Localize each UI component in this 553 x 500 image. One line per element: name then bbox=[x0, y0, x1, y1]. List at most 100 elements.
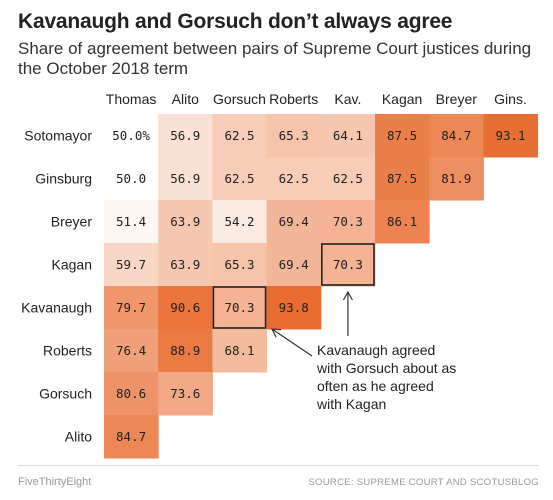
cell-value: 84.7 bbox=[116, 429, 146, 444]
column-label: Thomas bbox=[106, 91, 157, 107]
heatmap-cell bbox=[320, 200, 376, 244]
heatmap-cell bbox=[158, 114, 213, 158]
heatmap-cell bbox=[158, 286, 213, 330]
heatmap-cell bbox=[104, 200, 159, 244]
cell-value: 70.3 bbox=[333, 214, 363, 229]
cell-value: 59.7 bbox=[116, 257, 146, 272]
row-label: Ginsburg bbox=[35, 171, 92, 187]
heatmap-cell bbox=[104, 114, 159, 158]
heatmap-cell bbox=[212, 286, 268, 330]
annotation-line: with Kagan bbox=[316, 396, 386, 412]
row-label: Sotomayor bbox=[24, 128, 92, 144]
column-label: Gorsuch bbox=[213, 91, 266, 107]
column-label: Kav. bbox=[334, 91, 361, 107]
cell-value: 65.3 bbox=[224, 257, 254, 272]
row-label: Roberts bbox=[43, 343, 92, 359]
annotation-arrow-gorsuch-head bbox=[270, 328, 282, 338]
highlight-box bbox=[320, 243, 375, 286]
heatmap-cell bbox=[266, 114, 322, 158]
cell-value: 56.9 bbox=[170, 171, 200, 186]
heatmap-cell bbox=[266, 243, 322, 287]
cell-value: 54.2 bbox=[224, 214, 254, 229]
cell-value: 62.5 bbox=[333, 171, 363, 186]
cell-value: 63.9 bbox=[170, 257, 200, 272]
heatmap-cell bbox=[104, 243, 159, 287]
heatmap-cell bbox=[104, 329, 159, 373]
row-label: Breyer bbox=[51, 214, 93, 230]
cell-value: 69.4 bbox=[279, 257, 309, 272]
heatmap-cell bbox=[158, 157, 213, 201]
annotation-arrow-kagan-head bbox=[342, 290, 353, 301]
heatmap-cell bbox=[104, 372, 159, 416]
cell-value: 79.7 bbox=[116, 300, 146, 315]
chart-subtitle: Share of agreement between pairs of Supr… bbox=[18, 39, 532, 78]
row-label: Alito bbox=[65, 429, 92, 445]
heatmap-cell bbox=[212, 243, 268, 287]
agreement-heatmap: Thomas Alito Gorsuch Roberts Kav. Kagan Breyer… bbox=[21, 91, 539, 459]
annotation-arrow-gorsuch bbox=[271, 328, 313, 357]
heatmap-cell bbox=[158, 372, 213, 416]
row-label: Gorsuch bbox=[39, 386, 92, 402]
column-label: Gins. bbox=[494, 91, 527, 107]
footer-divider bbox=[18, 465, 539, 466]
cell-value: 50.0% bbox=[112, 128, 150, 143]
cell-value: 90.6 bbox=[170, 300, 200, 315]
cell-value: 70.3 bbox=[333, 257, 363, 272]
cell-value: 80.6 bbox=[116, 386, 146, 401]
row-label: Kavanaugh bbox=[21, 300, 92, 316]
heatmap-cell bbox=[158, 329, 213, 373]
heatmap-cell bbox=[320, 157, 376, 201]
cell-value: 62.5 bbox=[224, 171, 254, 186]
heatmap-cell bbox=[158, 200, 213, 244]
cell-value: 56.9 bbox=[170, 128, 200, 143]
cell-value: 87.5 bbox=[387, 128, 417, 143]
heatmap-cell bbox=[266, 200, 322, 244]
column-label: Alito bbox=[172, 91, 199, 107]
heatmap-cell bbox=[266, 157, 322, 201]
heatmap-cell bbox=[429, 157, 484, 201]
cell-value: 69.4 bbox=[279, 214, 309, 229]
heatmap-cell bbox=[104, 415, 159, 459]
cell-value: 63.9 bbox=[170, 214, 200, 229]
cell-value: 86.1 bbox=[387, 214, 417, 229]
annotation-line: with Gorsuch about as bbox=[316, 360, 456, 376]
cell-value: 62.5 bbox=[224, 128, 254, 143]
cell-value: 81.9 bbox=[441, 171, 471, 186]
cell-value: 88.9 bbox=[170, 343, 200, 358]
cell-value: 68.1 bbox=[224, 343, 254, 358]
column-label: Roberts bbox=[269, 91, 318, 107]
heatmap-cell bbox=[212, 329, 268, 373]
heatmap-cell bbox=[104, 286, 159, 330]
cell-value: 50.0 bbox=[116, 171, 146, 186]
chart-title: Kavanaugh and Gorsuch don’t always agree bbox=[18, 10, 453, 33]
annotation-line: often as he agreed bbox=[317, 378, 434, 394]
heatmap-cell bbox=[375, 114, 430, 158]
heatmap-cell bbox=[212, 157, 268, 201]
footer-brand: FiveThirtyEight bbox=[18, 476, 92, 488]
heatmap-cell bbox=[266, 286, 322, 330]
cell-value: 93.1 bbox=[495, 128, 525, 143]
heatmap-cell bbox=[212, 200, 268, 244]
annotation-line: Kavanaugh agreed bbox=[317, 342, 435, 358]
cell-value: 51.4 bbox=[116, 214, 146, 229]
cell-value: 70.3 bbox=[224, 300, 254, 315]
heatmap-cell bbox=[429, 114, 484, 158]
footer-source: SOURCE: SUPREME COURT AND SCOTUSBLOG bbox=[308, 477, 539, 488]
column-label: Breyer bbox=[436, 91, 478, 107]
column-label: Kagan bbox=[382, 91, 422, 107]
cell-value: 64.1 bbox=[333, 128, 363, 143]
cell-value: 87.5 bbox=[387, 171, 417, 186]
heatmap-cell bbox=[375, 157, 430, 201]
heatmap-cell bbox=[158, 243, 213, 287]
heatmap-cell bbox=[212, 114, 268, 158]
cell-value: 65.3 bbox=[279, 128, 309, 143]
row-label: Kagan bbox=[52, 257, 92, 273]
heatmap-cell bbox=[483, 114, 539, 158]
heatmap-cell bbox=[375, 200, 430, 244]
cell-value: 93.8 bbox=[279, 300, 309, 315]
cell-value: 73.6 bbox=[170, 386, 200, 401]
heatmap-cell bbox=[104, 157, 159, 201]
cell-value: 84.7 bbox=[441, 128, 471, 143]
highlight-box bbox=[212, 286, 267, 329]
heatmap-cell bbox=[320, 243, 376, 287]
